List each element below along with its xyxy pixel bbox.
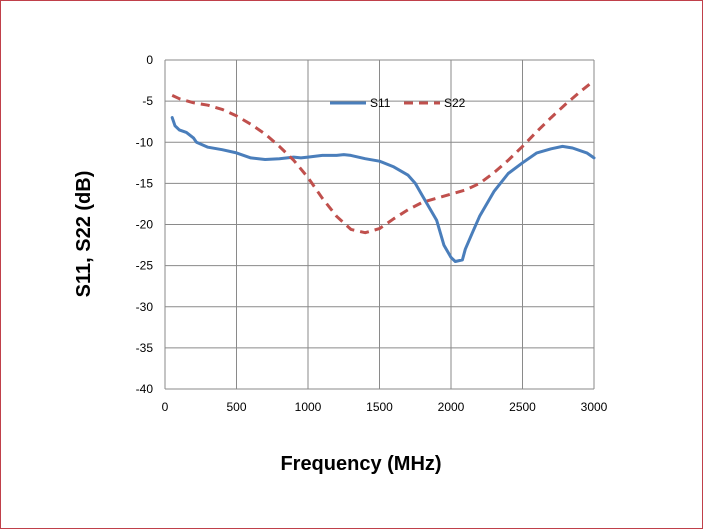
y-tick-labels: 0 -5 -10 -15 -20 -25 -30 -35 -40 bbox=[136, 53, 154, 396]
gridlines bbox=[164, 59, 595, 390]
series-line-s11 bbox=[170, 116, 596, 263]
x-axis-title: Frequency (MHz) bbox=[280, 453, 441, 475]
y-axis-title: S11, S22 (dB) bbox=[73, 171, 95, 298]
x-tick-labels: 0 500 1000 1500 2000 2500 3000 bbox=[162, 400, 608, 414]
y-tick-label: -30 bbox=[136, 300, 154, 314]
y-tick-label: -40 bbox=[136, 382, 154, 396]
y-tick-label: -35 bbox=[136, 341, 154, 355]
series-lines bbox=[170, 79, 596, 263]
x-tick-label: 2500 bbox=[509, 400, 536, 414]
legend-label-s11: S11 bbox=[370, 96, 391, 110]
x-tick-label: 0 bbox=[162, 400, 169, 414]
y-tick-label: -5 bbox=[142, 94, 153, 108]
x-tick-label: 1000 bbox=[295, 400, 322, 414]
x-tick-label: 500 bbox=[226, 400, 246, 414]
y-tick-label: -15 bbox=[136, 176, 154, 190]
x-tick-label: 3000 bbox=[581, 400, 608, 414]
y-tick-label: -10 bbox=[136, 135, 154, 149]
y-tick-label: -25 bbox=[136, 259, 154, 273]
legend: S11 S22 bbox=[330, 96, 466, 110]
legend-label-s22: S22 bbox=[444, 96, 466, 110]
x-tick-label: 1500 bbox=[366, 400, 393, 414]
y-tick-label: 0 bbox=[146, 53, 153, 67]
y-tick-label: -20 bbox=[136, 218, 154, 232]
x-tick-label: 2000 bbox=[438, 400, 465, 414]
series-line-s22 bbox=[171, 79, 595, 235]
